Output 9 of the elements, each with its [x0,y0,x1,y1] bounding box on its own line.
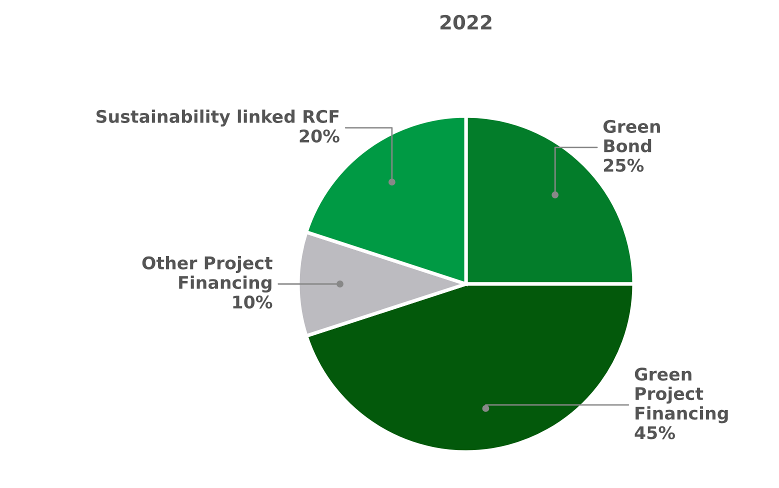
data-label: 20% [300,129,340,143]
slice-label: Other Project Financing [142,256,272,293]
slice-label: Sustainability linked RCF [96,110,339,127]
data-label: 10% [233,295,272,309]
data-label: 45% [634,426,676,440]
chart-title: 2022 [440,14,492,30]
slice-label: Green Bond [603,120,660,152]
data-label: 25% [604,158,644,172]
slice-label: Green Project Financing [634,368,728,424]
